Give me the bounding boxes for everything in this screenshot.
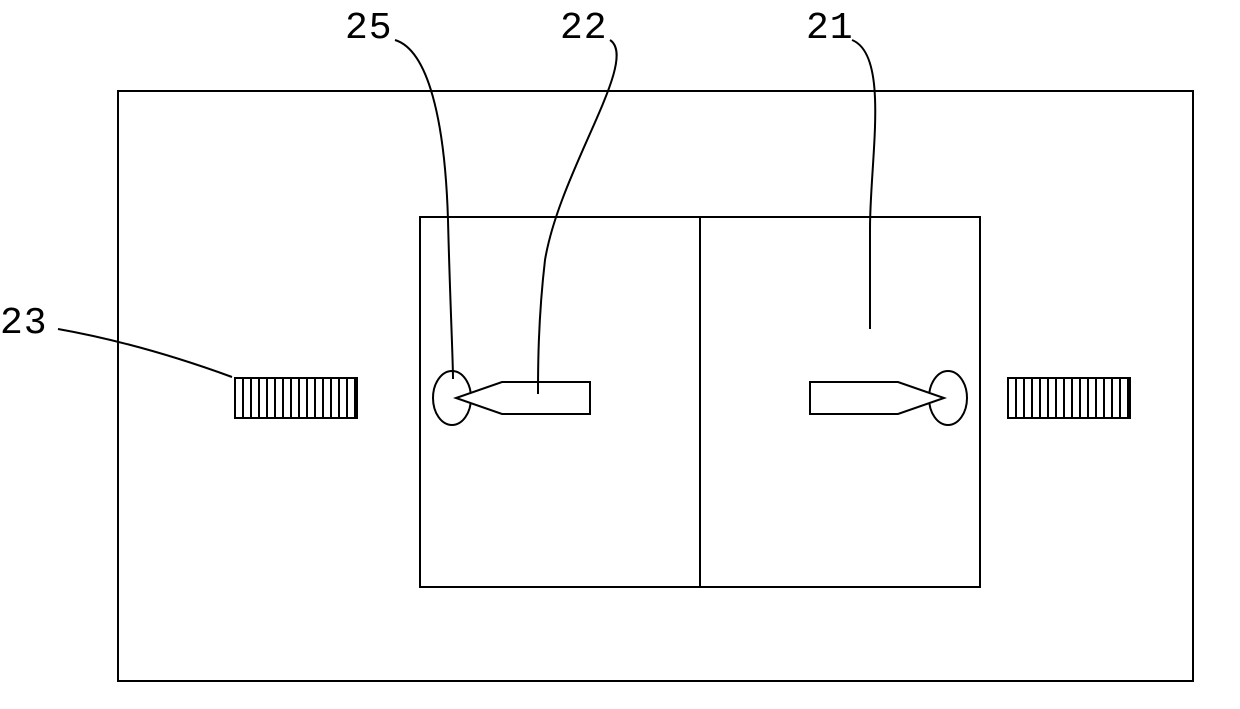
leader-23 — [58, 329, 232, 377]
label-text-23: 23 — [0, 302, 48, 345]
leader-21 — [852, 40, 875, 329]
label-text-21: 21 — [806, 7, 854, 50]
label-21: 21 — [806, 7, 875, 329]
label-25: 25 — [345, 7, 453, 379]
handle-right — [810, 371, 967, 425]
label-text-25: 25 — [345, 7, 393, 50]
label-22: 22 — [538, 7, 617, 394]
screw-left — [235, 378, 357, 418]
label-23: 23 — [0, 302, 232, 377]
label-text-22: 22 — [560, 7, 608, 50]
screw-right — [1008, 378, 1130, 418]
handle-left — [433, 371, 590, 425]
